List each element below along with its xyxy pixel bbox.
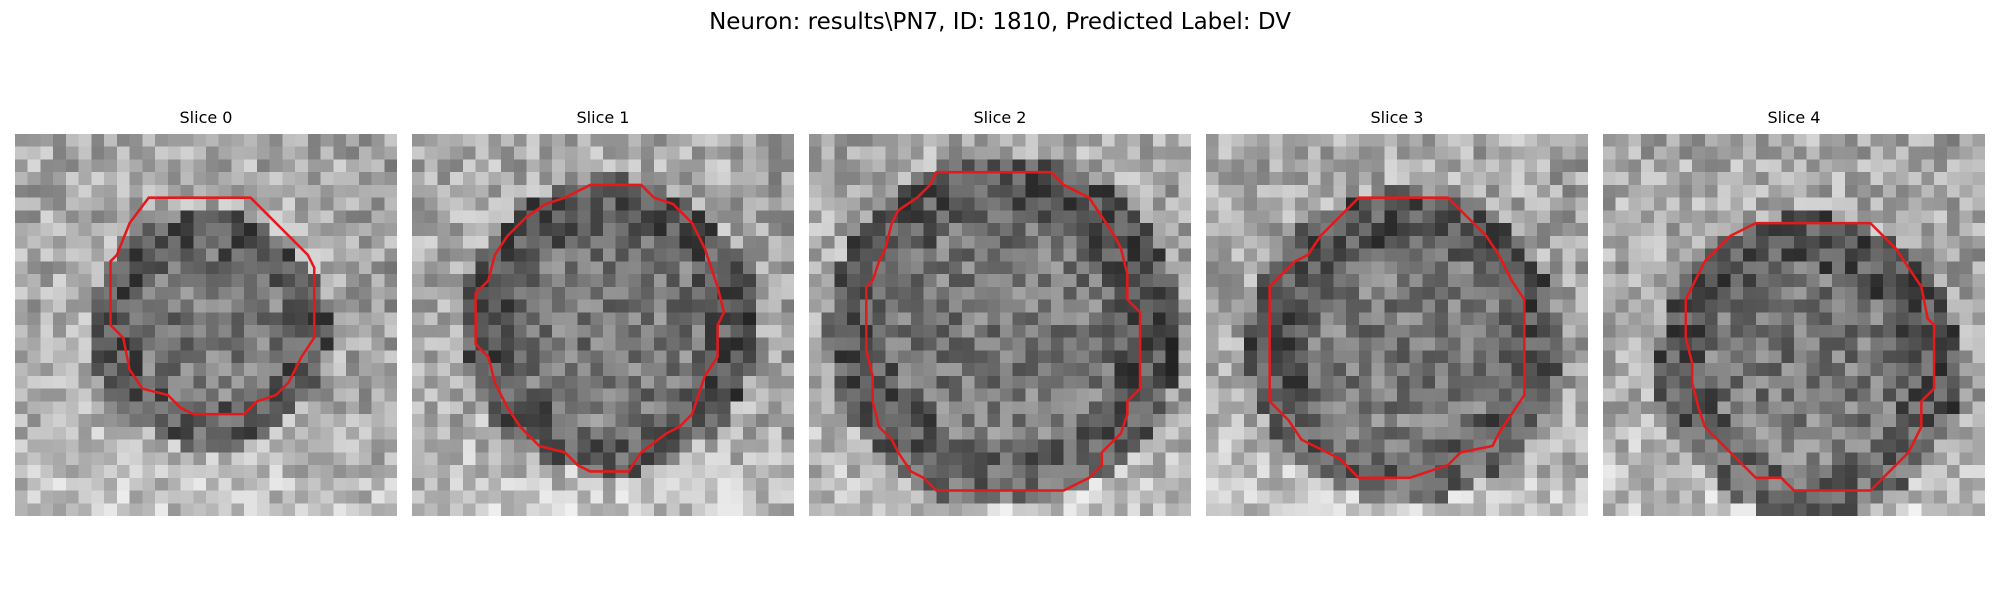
neuron-contour-4 bbox=[1684, 221, 1936, 492]
neuron-contour-2 bbox=[865, 170, 1142, 492]
slice-pixels-3 bbox=[1206, 134, 1588, 516]
slice-image-2 bbox=[809, 134, 1191, 516]
slice-title-1: Slice 1 bbox=[576, 108, 630, 127]
slice-image-0 bbox=[15, 134, 397, 516]
slice-image-1 bbox=[412, 134, 794, 516]
figure-title: Neuron: results\PN7, ID: 1810, Predicted… bbox=[709, 9, 1291, 35]
slice-pixels-2 bbox=[809, 134, 1191, 516]
slice-pixels-4 bbox=[1603, 134, 1985, 516]
neuron-contour-0 bbox=[109, 196, 316, 416]
slice-title-4: Slice 4 bbox=[1767, 108, 1821, 127]
neuron-contour-3 bbox=[1268, 196, 1526, 480]
slice-image-3 bbox=[1206, 134, 1588, 516]
slice-image-4 bbox=[1603, 134, 1985, 516]
slice-pixels-0 bbox=[15, 134, 397, 516]
slice-panel-3: Slice 3 bbox=[1206, 108, 1588, 516]
neuron-contour-1 bbox=[474, 183, 726, 473]
slice-title-3: Slice 3 bbox=[1370, 108, 1424, 127]
slice-title-2: Slice 2 bbox=[973, 108, 1027, 127]
slice-panel-4: Slice 4 bbox=[1603, 108, 1985, 516]
slice-title-0: Slice 0 bbox=[179, 108, 233, 127]
slice-pixels-1 bbox=[412, 134, 794, 516]
slice-panel-1: Slice 1 bbox=[412, 108, 794, 516]
slice-panel-0: Slice 0 bbox=[15, 108, 397, 516]
slice-panel-2: Slice 2 bbox=[809, 108, 1191, 516]
